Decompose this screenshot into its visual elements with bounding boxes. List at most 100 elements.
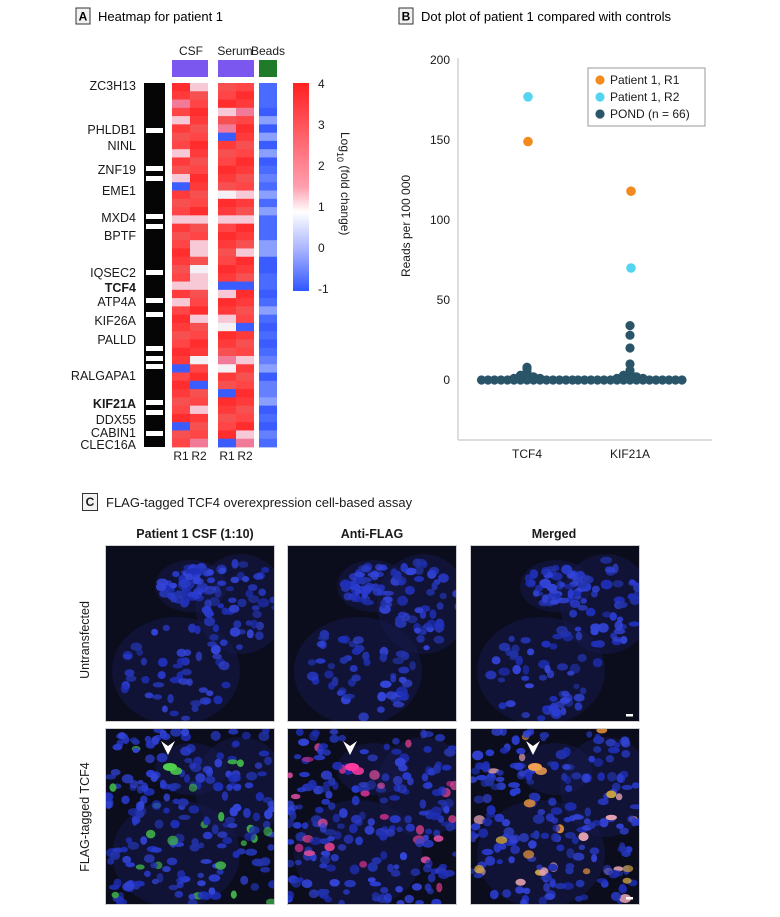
- cell-nucleus: [411, 883, 423, 891]
- cell-nucleus: [549, 878, 556, 888]
- cell-nucleus: [162, 624, 170, 632]
- cell-nucleus: [361, 565, 372, 573]
- heatmap-cell: [218, 182, 236, 191]
- pond-control-point: [548, 375, 558, 385]
- legend-label: POND (n = 66): [610, 107, 690, 121]
- heatmap-cell: [190, 298, 208, 307]
- cell-nucleus: [167, 835, 179, 846]
- cell-nucleus: [288, 772, 293, 779]
- heatmap-cell: [236, 356, 254, 365]
- heatmap-cell: [218, 306, 236, 316]
- legend-marker: [595, 92, 605, 102]
- cell-nucleus: [216, 869, 224, 875]
- heatmap-cell: [218, 364, 236, 373]
- cell-nucleus: [494, 813, 505, 823]
- pond-control-point: [651, 375, 661, 385]
- cell-nucleus: [141, 782, 149, 793]
- pond-control-point: [664, 375, 674, 385]
- cell-nucleus: [574, 702, 583, 711]
- cell-nucleus: [620, 636, 628, 644]
- heatmap-bead-cell: [259, 372, 277, 382]
- heatmap-cell: [172, 314, 190, 324]
- cell-nucleus: [189, 843, 200, 852]
- cell-nucleus: [396, 784, 407, 794]
- cell-nucleus: [412, 558, 422, 568]
- row-header-untransfected: Untransfected: [78, 601, 92, 679]
- cell-nucleus: [214, 758, 223, 768]
- colorbar-label-rest: (fold change): [338, 162, 352, 235]
- cell-nucleus: [289, 810, 297, 821]
- cell-nucleus: [244, 832, 256, 842]
- cell-nucleus: [582, 575, 594, 584]
- cell-nucleus: [127, 841, 140, 850]
- annotation-mark: [146, 214, 163, 219]
- highlighted-nucleus: [535, 767, 547, 775]
- cell-nucleus: [422, 834, 429, 841]
- heatmap-bead-cell: [259, 364, 277, 373]
- cell-nucleus: [317, 635, 330, 641]
- cell-nucleus: [590, 640, 602, 648]
- heatmap-cell: [172, 273, 190, 282]
- cell-nucleus: [422, 782, 433, 789]
- cell-nucleus: [141, 676, 150, 684]
- cell-nucleus: [188, 623, 197, 633]
- cell-nucleus: [122, 855, 132, 864]
- cell-nucleus: [257, 771, 267, 777]
- cell-nucleus: [619, 737, 630, 746]
- cell-nucleus: [358, 782, 369, 788]
- cell-nucleus: [450, 780, 456, 791]
- cell-nucleus: [489, 889, 499, 900]
- cell-nucleus: [404, 815, 412, 824]
- cell-nucleus: [572, 852, 585, 861]
- annotation-mark: [146, 410, 163, 415]
- pond-control-point: [535, 375, 545, 385]
- heatmap-cell: [236, 347, 254, 357]
- cell-nucleus: [415, 900, 424, 904]
- cell-nucleus: [360, 790, 370, 797]
- cell-nucleus: [562, 747, 571, 757]
- cell-nucleus: [525, 579, 536, 588]
- cell-nucleus: [289, 804, 298, 811]
- pond-control-point: [489, 375, 500, 385]
- cell-nucleus: [390, 675, 397, 683]
- cell-nucleus: [269, 596, 274, 604]
- column-header-merged: Merged: [531, 527, 577, 541]
- pond-control-point: [515, 375, 526, 385]
- cell-nucleus: [367, 862, 378, 872]
- cell-nucleus: [344, 879, 356, 888]
- cell-nucleus: [395, 885, 403, 893]
- annotation-mark: [146, 400, 163, 405]
- cell-nucleus: [230, 576, 240, 583]
- cell-nucleus: [252, 812, 260, 822]
- cell-nucleus: [144, 692, 154, 699]
- cell-nucleus: [161, 705, 168, 713]
- heatmap-cell: [218, 99, 236, 109]
- heatmap-bead-cell: [259, 430, 277, 440]
- cell-nucleus: [162, 866, 171, 873]
- cell-nucleus: [260, 866, 271, 873]
- cell-nucleus: [579, 894, 589, 901]
- cell-nucleus: [581, 773, 591, 783]
- heatmap-cell: [236, 215, 254, 225]
- cell-nucleus: [622, 877, 632, 884]
- cell-nucleus: [217, 580, 227, 586]
- cell-nucleus: [221, 607, 229, 615]
- heatmap-bead-cell: [259, 124, 277, 134]
- cell-nucleus: [596, 878, 608, 884]
- heatmap-bead-cell: [259, 190, 277, 200]
- heatmap-cell: [236, 223, 254, 233]
- cell-nucleus: [508, 635, 515, 642]
- cell-nucleus: [505, 700, 516, 708]
- cell-nucleus: [427, 873, 436, 883]
- legend-box: [587, 67, 706, 127]
- cell-nucleus: [337, 689, 346, 696]
- patient-point: [523, 136, 533, 147]
- pond-control-point: [579, 375, 590, 385]
- heatmap-cell: [218, 372, 236, 382]
- cell-nucleus: [523, 799, 536, 808]
- heatmap-cell: [190, 149, 208, 158]
- heatmap-cell: [236, 124, 254, 134]
- cell-nucleus: [261, 567, 270, 573]
- cell-nucleus: [168, 884, 179, 891]
- cell-nucleus: [177, 798, 189, 807]
